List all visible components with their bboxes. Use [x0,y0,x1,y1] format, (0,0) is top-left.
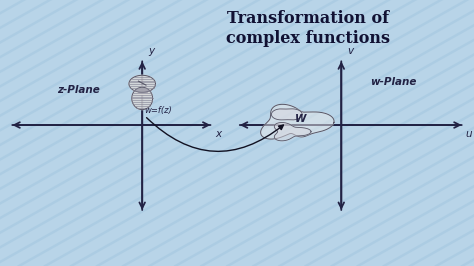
Polygon shape [137,91,148,94]
Polygon shape [274,123,311,141]
Text: complex functions: complex functions [226,30,390,47]
Text: x: x [216,129,222,139]
Text: w-Plane: w-Plane [370,77,416,87]
Polygon shape [132,87,153,110]
Text: v: v [347,46,353,56]
Text: w=f(z): w=f(z) [145,106,173,115]
Text: z-Plane: z-Plane [57,85,100,95]
Polygon shape [272,109,302,120]
Text: y: y [148,46,154,56]
Polygon shape [129,75,155,92]
Text: Transformation of: Transformation of [227,10,389,27]
FancyArrowPatch shape [146,118,283,151]
Text: W: W [295,114,307,124]
Text: u: u [465,129,472,139]
Polygon shape [261,104,334,139]
